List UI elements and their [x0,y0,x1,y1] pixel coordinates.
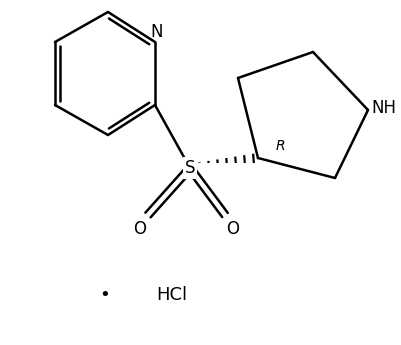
Text: N: N [151,23,163,41]
Text: S: S [185,159,195,177]
Text: O: O [134,220,146,238]
Text: R: R [275,139,285,153]
Text: NH: NH [371,99,397,117]
Text: •: • [99,286,110,304]
Text: O: O [227,220,239,238]
Text: HCl: HCl [156,286,188,304]
